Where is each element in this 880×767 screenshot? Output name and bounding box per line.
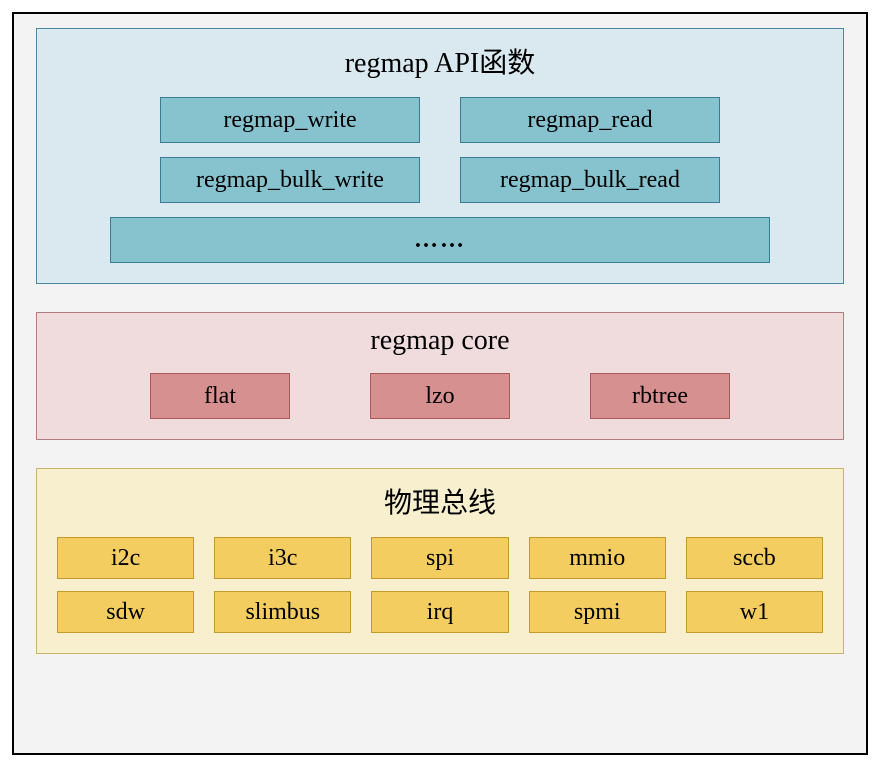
bus-box-i3c: i3c: [214, 537, 351, 579]
core-row: flat lzo rbtree: [57, 373, 823, 419]
api-row-2: regmap_bulk_write regmap_bulk_read: [160, 157, 720, 203]
core-box-lzo: lzo: [370, 373, 510, 419]
api-box-regmap-bulk-read: regmap_bulk_read: [460, 157, 720, 203]
bus-box-irq: irq: [371, 591, 508, 633]
bus-box-spmi: spmi: [529, 591, 666, 633]
api-rows: regmap_write regmap_read regmap_bulk_wri…: [57, 97, 823, 263]
api-box-regmap-bulk-write: regmap_bulk_write: [160, 157, 420, 203]
api-row-1: regmap_write regmap_read: [160, 97, 720, 143]
bus-box-slimbus: slimbus: [214, 591, 351, 633]
bus-rows: i2c i3c spi mmio sccb sdw slimbus irq sp…: [57, 537, 823, 633]
bus-row-2: sdw slimbus irq spmi w1: [57, 591, 823, 633]
bus-box-sccb: sccb: [686, 537, 823, 579]
core-section: regmap core flat lzo rbtree: [36, 312, 844, 440]
bus-box-i2c: i2c: [57, 537, 194, 579]
api-section: regmap API函数 regmap_write regmap_read re…: [36, 28, 844, 284]
bus-box-w1: w1: [686, 591, 823, 633]
bus-section: 物理总线 i2c i3c spi mmio sccb sdw slimbus i…: [36, 468, 844, 654]
api-box-regmap-read: regmap_read: [460, 97, 720, 143]
api-title: regmap API函数: [57, 41, 823, 81]
bus-box-spi: spi: [371, 537, 508, 579]
core-box-rbtree: rbtree: [590, 373, 730, 419]
bus-title: 物理总线: [57, 481, 823, 521]
diagram-container: regmap API函数 regmap_write regmap_read re…: [12, 12, 868, 755]
api-box-regmap-write: regmap_write: [160, 97, 420, 143]
core-box-flat: flat: [150, 373, 290, 419]
bus-box-sdw: sdw: [57, 591, 194, 633]
api-box-more: ……: [110, 217, 770, 263]
api-row-3: ……: [110, 217, 770, 263]
core-title: regmap core: [57, 325, 823, 357]
bus-box-mmio: mmio: [529, 537, 666, 579]
bus-row-1: i2c i3c spi mmio sccb: [57, 537, 823, 579]
